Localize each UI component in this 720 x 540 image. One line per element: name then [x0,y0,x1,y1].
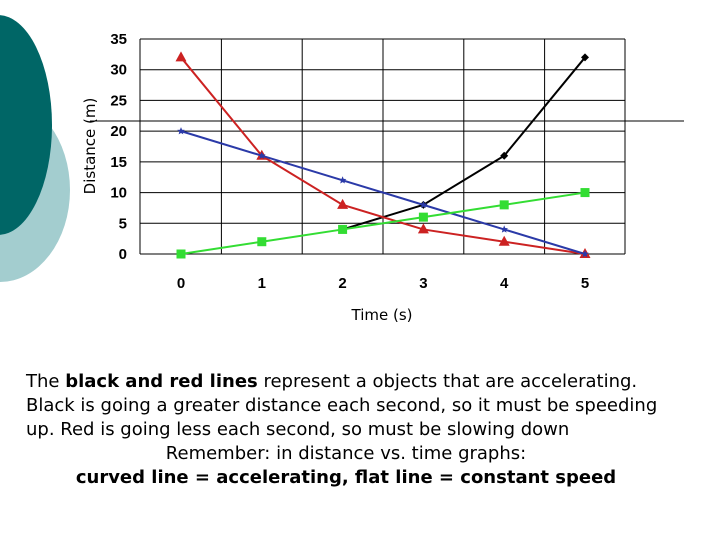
data-point-marker [175,51,187,62]
data-point-marker [498,235,510,246]
x-tick-label: 2 [338,275,346,292]
y-tick-label: 5 [119,215,127,232]
data-point-marker [581,250,589,258]
distance-time-chart: 0 5 10 15 20 25 30 35 0 1 2 3 4 5 Time (s) Distance (… [81,31,626,324]
data-point-marker [500,225,508,233]
y-axis-label: Distance (m) [81,98,99,195]
data-point-marker [419,200,428,209]
chart-grid [139,38,626,255]
y-tick-label: 20 [110,123,127,140]
data-point-marker [257,237,267,247]
caption: The black and red lines represent a obje… [26,370,666,490]
caption-rule: curved line = accelerating, flat line = … [26,466,666,490]
data-point-marker [338,176,347,184]
x-tick-label: 5 [581,275,589,292]
chart-ticks: 0 5 10 15 20 25 30 35 0 1 2 3 4 5 [110,31,589,292]
series-line [180,56,586,255]
data-point-marker [417,223,429,234]
data-point-marker [418,212,428,222]
caption-paragraph: The black and red lines represent a obje… [26,370,666,442]
caption-reminder: Remember: in distance vs. time graphs: [165,443,527,464]
x-tick-label: 3 [419,275,427,292]
data-point-marker [500,151,509,160]
y-tick-label: 30 [110,62,127,79]
data-point-marker [581,53,589,62]
caption-text-1: The [26,371,66,392]
x-axis-label: Time (s) [351,306,413,324]
series-line [180,191,586,255]
data-point-marker [337,198,349,209]
data-point-marker [177,127,185,135]
data-point-marker [338,224,348,234]
x-tick-label: 4 [500,275,509,292]
data-point-marker [176,249,186,259]
y-tick-label: 35 [110,31,127,48]
caption-emphasis: black and red lines [65,371,258,392]
series-line [180,130,586,255]
y-tick-label: 25 [110,92,127,109]
data-point-marker [580,188,590,198]
caption-text-2: represent a objects that are acceleratin… [26,371,658,440]
y-tick-label: 15 [110,154,127,171]
caption-rule-text: curved line = accelerating, flat line = … [75,467,617,488]
data-point-marker [258,151,266,159]
y-tick-label: 0 [119,246,127,263]
y-tick-label: 10 [110,185,127,202]
dark-teal-circle [0,15,52,235]
x-tick-label: 1 [258,275,266,292]
data-point-marker [499,200,509,210]
x-tick-label: 0 [177,275,185,292]
series-group [177,127,589,258]
series-group [176,188,590,259]
chart-series [175,51,591,259]
